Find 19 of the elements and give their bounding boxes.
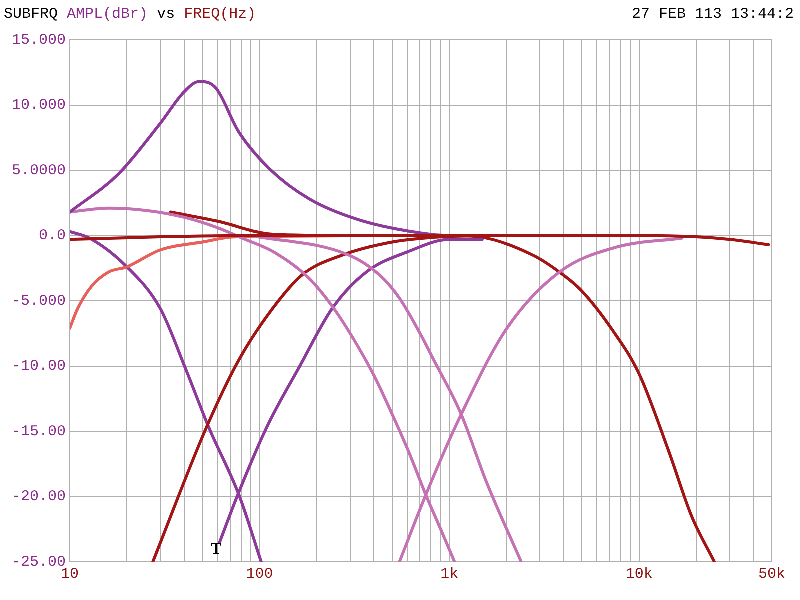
- y-axis-title: AMPL(dBr): [67, 6, 148, 23]
- x-tick-label: 10k: [626, 566, 653, 583]
- y-tick-label: 0.0: [38, 228, 66, 245]
- x-tick-label: 100: [246, 566, 274, 583]
- y-tick-label: -15.00: [12, 423, 66, 440]
- x-axis-title: FREQ(Hz): [184, 6, 256, 23]
- text: 27 FEB 113 13:44:2: [632, 6, 794, 23]
- y-tick-label: -20.00: [12, 488, 66, 506]
- y-tick-label: -5.000: [12, 292, 66, 310]
- text: vs: [157, 6, 176, 23]
- x-tick-label: 50k: [758, 566, 786, 583]
- x-tick-label: 10: [60, 566, 80, 583]
- chart-title: SUBFRQ: [4, 6, 58, 23]
- y-tick-label: 15.000: [12, 32, 66, 49]
- x-tick-label: 1k: [440, 566, 459, 583]
- y-tick-label: -10.00: [12, 358, 66, 376]
- y-tick-label: 5.0000: [12, 162, 66, 180]
- annotation: T: [211, 541, 222, 559]
- y-tick-label: 10.000: [12, 97, 66, 114]
